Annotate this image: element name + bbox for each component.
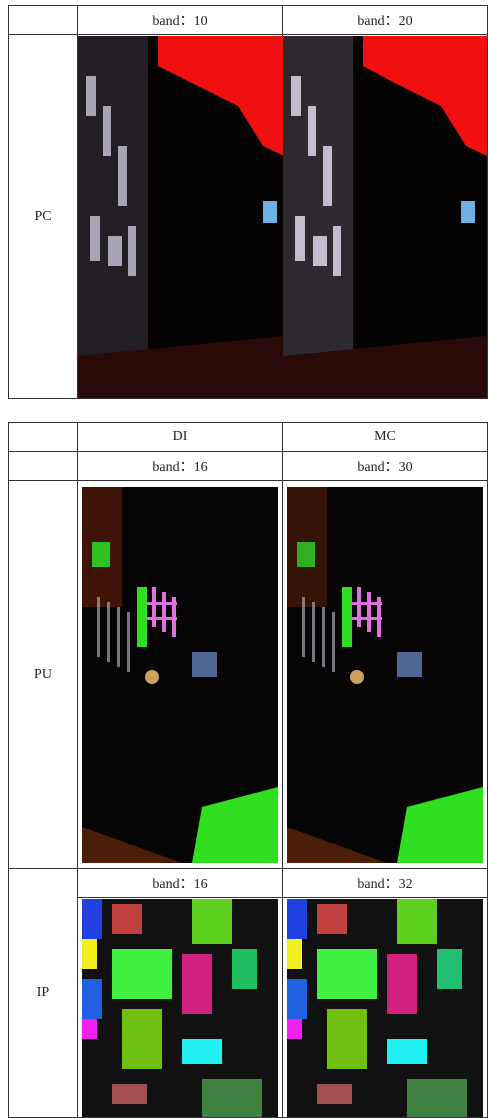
row-label: IP xyxy=(9,869,78,1118)
header-cell: MC xyxy=(283,423,488,452)
image-ip-32 xyxy=(287,899,483,1117)
image-ip-16 xyxy=(82,899,278,1117)
image-cell xyxy=(78,898,283,1118)
image-cell xyxy=(283,898,488,1118)
band-cell: band：30 xyxy=(283,452,488,481)
image-pu-16 xyxy=(82,487,278,863)
image-pc-20 xyxy=(283,36,487,398)
header-cell: DI xyxy=(78,423,283,452)
band-cell: band：16 xyxy=(78,452,283,481)
header-cell: band：10 xyxy=(78,6,283,35)
image-cell xyxy=(78,35,283,399)
empty-cell xyxy=(9,452,78,481)
empty-cell xyxy=(9,423,78,452)
image-cell xyxy=(283,35,488,399)
table-pu-ip: DI MC band：16 band：30 PU xyxy=(8,422,488,1118)
image-cell xyxy=(78,481,283,869)
band-cell: band：32 xyxy=(283,869,488,898)
page: band：10 band：20 PC xyxy=(0,0,488,1112)
header-cell: band：20 xyxy=(283,6,488,35)
band-cell: band：16 xyxy=(78,869,283,898)
image-pc-10 xyxy=(78,36,284,398)
image-cell xyxy=(283,481,488,869)
row-label: PU xyxy=(9,481,78,869)
empty-cell xyxy=(9,6,78,35)
image-pu-30 xyxy=(287,487,483,863)
row-label: PC xyxy=(9,35,78,399)
table-pc: band：10 band：20 PC xyxy=(8,5,488,399)
